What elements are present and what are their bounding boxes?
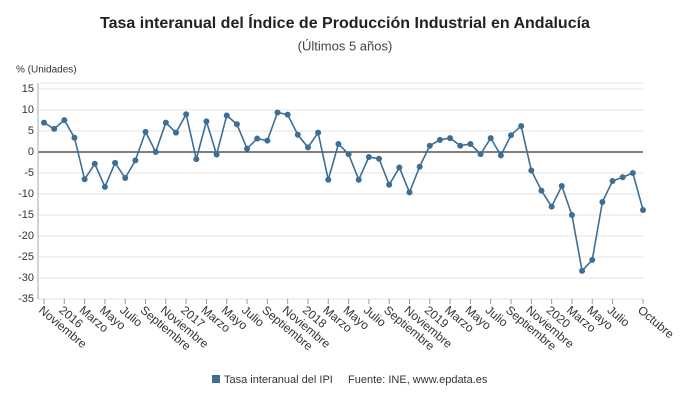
point [325,176,332,183]
point [386,181,393,188]
point [477,151,484,158]
point [497,152,504,159]
point [233,121,240,128]
point [538,187,545,194]
point [315,129,322,136]
y-tick-label: -20 [18,230,34,242]
point [487,135,494,142]
chart-subtitle: (Últimos 5 años) [298,38,393,53]
y-tick-label: -5 [24,167,34,179]
y-tick-label: 10 [22,104,34,116]
point [304,144,311,151]
point [223,112,230,119]
legend-swatch [212,375,220,383]
y-axis-label: % (Unidades) [16,65,77,76]
point [416,163,423,170]
point [254,135,261,142]
chart-title: Tasa interanual del Índice de Producción… [100,13,590,32]
point [274,109,281,116]
source: Fuente: INE, www.epdata.es [348,374,488,386]
point [426,142,433,149]
point [132,157,139,164]
point [579,267,586,274]
y-tick-label: -15 [18,209,34,221]
point [122,175,129,182]
point [518,122,525,129]
legend-label: Tasa interanual del IPI [224,374,333,386]
point [264,137,271,144]
point [203,118,210,125]
point [406,189,413,196]
y-tick-label: -10 [18,188,34,200]
point [640,206,646,213]
point [213,151,220,158]
point [609,177,616,184]
point [284,111,291,118]
point [335,141,342,148]
y-tick-label: 5 [28,125,34,137]
point [152,149,159,155]
point [568,212,575,218]
point [172,129,179,136]
point [183,111,190,118]
point [447,135,454,142]
point [589,256,596,263]
y-tick-label: 15 [22,83,34,95]
point [467,141,474,148]
point [71,134,78,141]
point [355,176,362,183]
point [629,170,636,176]
point [81,176,88,183]
point [528,167,535,174]
point [193,156,200,163]
point [294,131,301,138]
y-tick-label: -35 [18,293,34,305]
point [548,203,555,210]
point [376,155,383,162]
point [457,142,464,149]
point [345,151,352,158]
point [436,136,443,143]
y-tick-label: -25 [18,251,34,263]
point [101,183,108,190]
point [41,119,47,126]
point [508,132,515,139]
point [142,128,149,135]
point [61,117,68,124]
point [244,145,251,152]
point [365,154,372,161]
point [599,198,606,205]
y-tick-label: -30 [18,272,34,284]
x-tick-label: Octubre [635,303,677,341]
point [112,159,119,166]
point [91,160,98,167]
series-line [43,111,644,273]
point [51,125,58,132]
point [619,174,626,181]
y-tick-label: 0 [28,146,34,158]
point [162,119,169,126]
point [396,164,403,171]
point [558,183,565,190]
